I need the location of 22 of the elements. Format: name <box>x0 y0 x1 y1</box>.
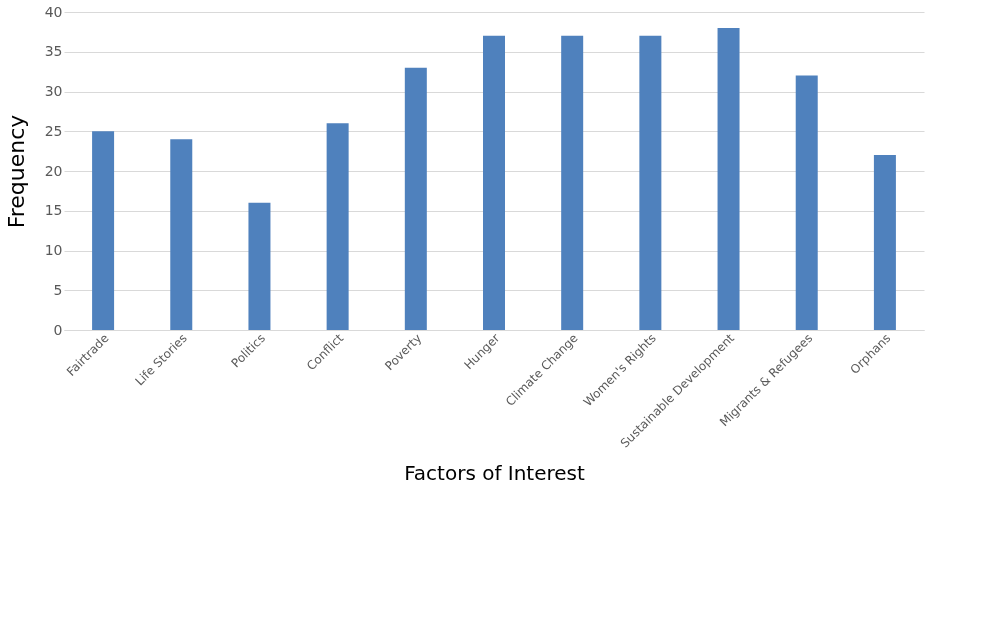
bar <box>404 67 427 330</box>
bar <box>248 202 271 330</box>
x-axis-title: Factors of Interest <box>404 460 586 485</box>
bar <box>92 131 115 330</box>
y-tick-label: 5 <box>53 281 63 298</box>
bar <box>639 35 662 330</box>
bar <box>326 123 349 330</box>
y-tick-label: 40 <box>44 3 63 20</box>
y-tick-label: 10 <box>44 242 63 258</box>
y-tick-label: 35 <box>44 43 63 60</box>
y-tick-label: 15 <box>44 202 63 219</box>
bar <box>717 27 740 330</box>
y-tick-label: 25 <box>44 122 63 139</box>
bar <box>170 139 193 330</box>
bar <box>483 35 505 330</box>
bar <box>561 35 584 330</box>
y-tick-label: 20 <box>44 162 63 179</box>
y-tick-label: 0 <box>53 321 63 338</box>
bar <box>795 75 818 330</box>
bar <box>873 155 896 330</box>
y-axis-title: Frequency <box>3 114 29 229</box>
y-tick-label: 30 <box>44 83 63 99</box>
